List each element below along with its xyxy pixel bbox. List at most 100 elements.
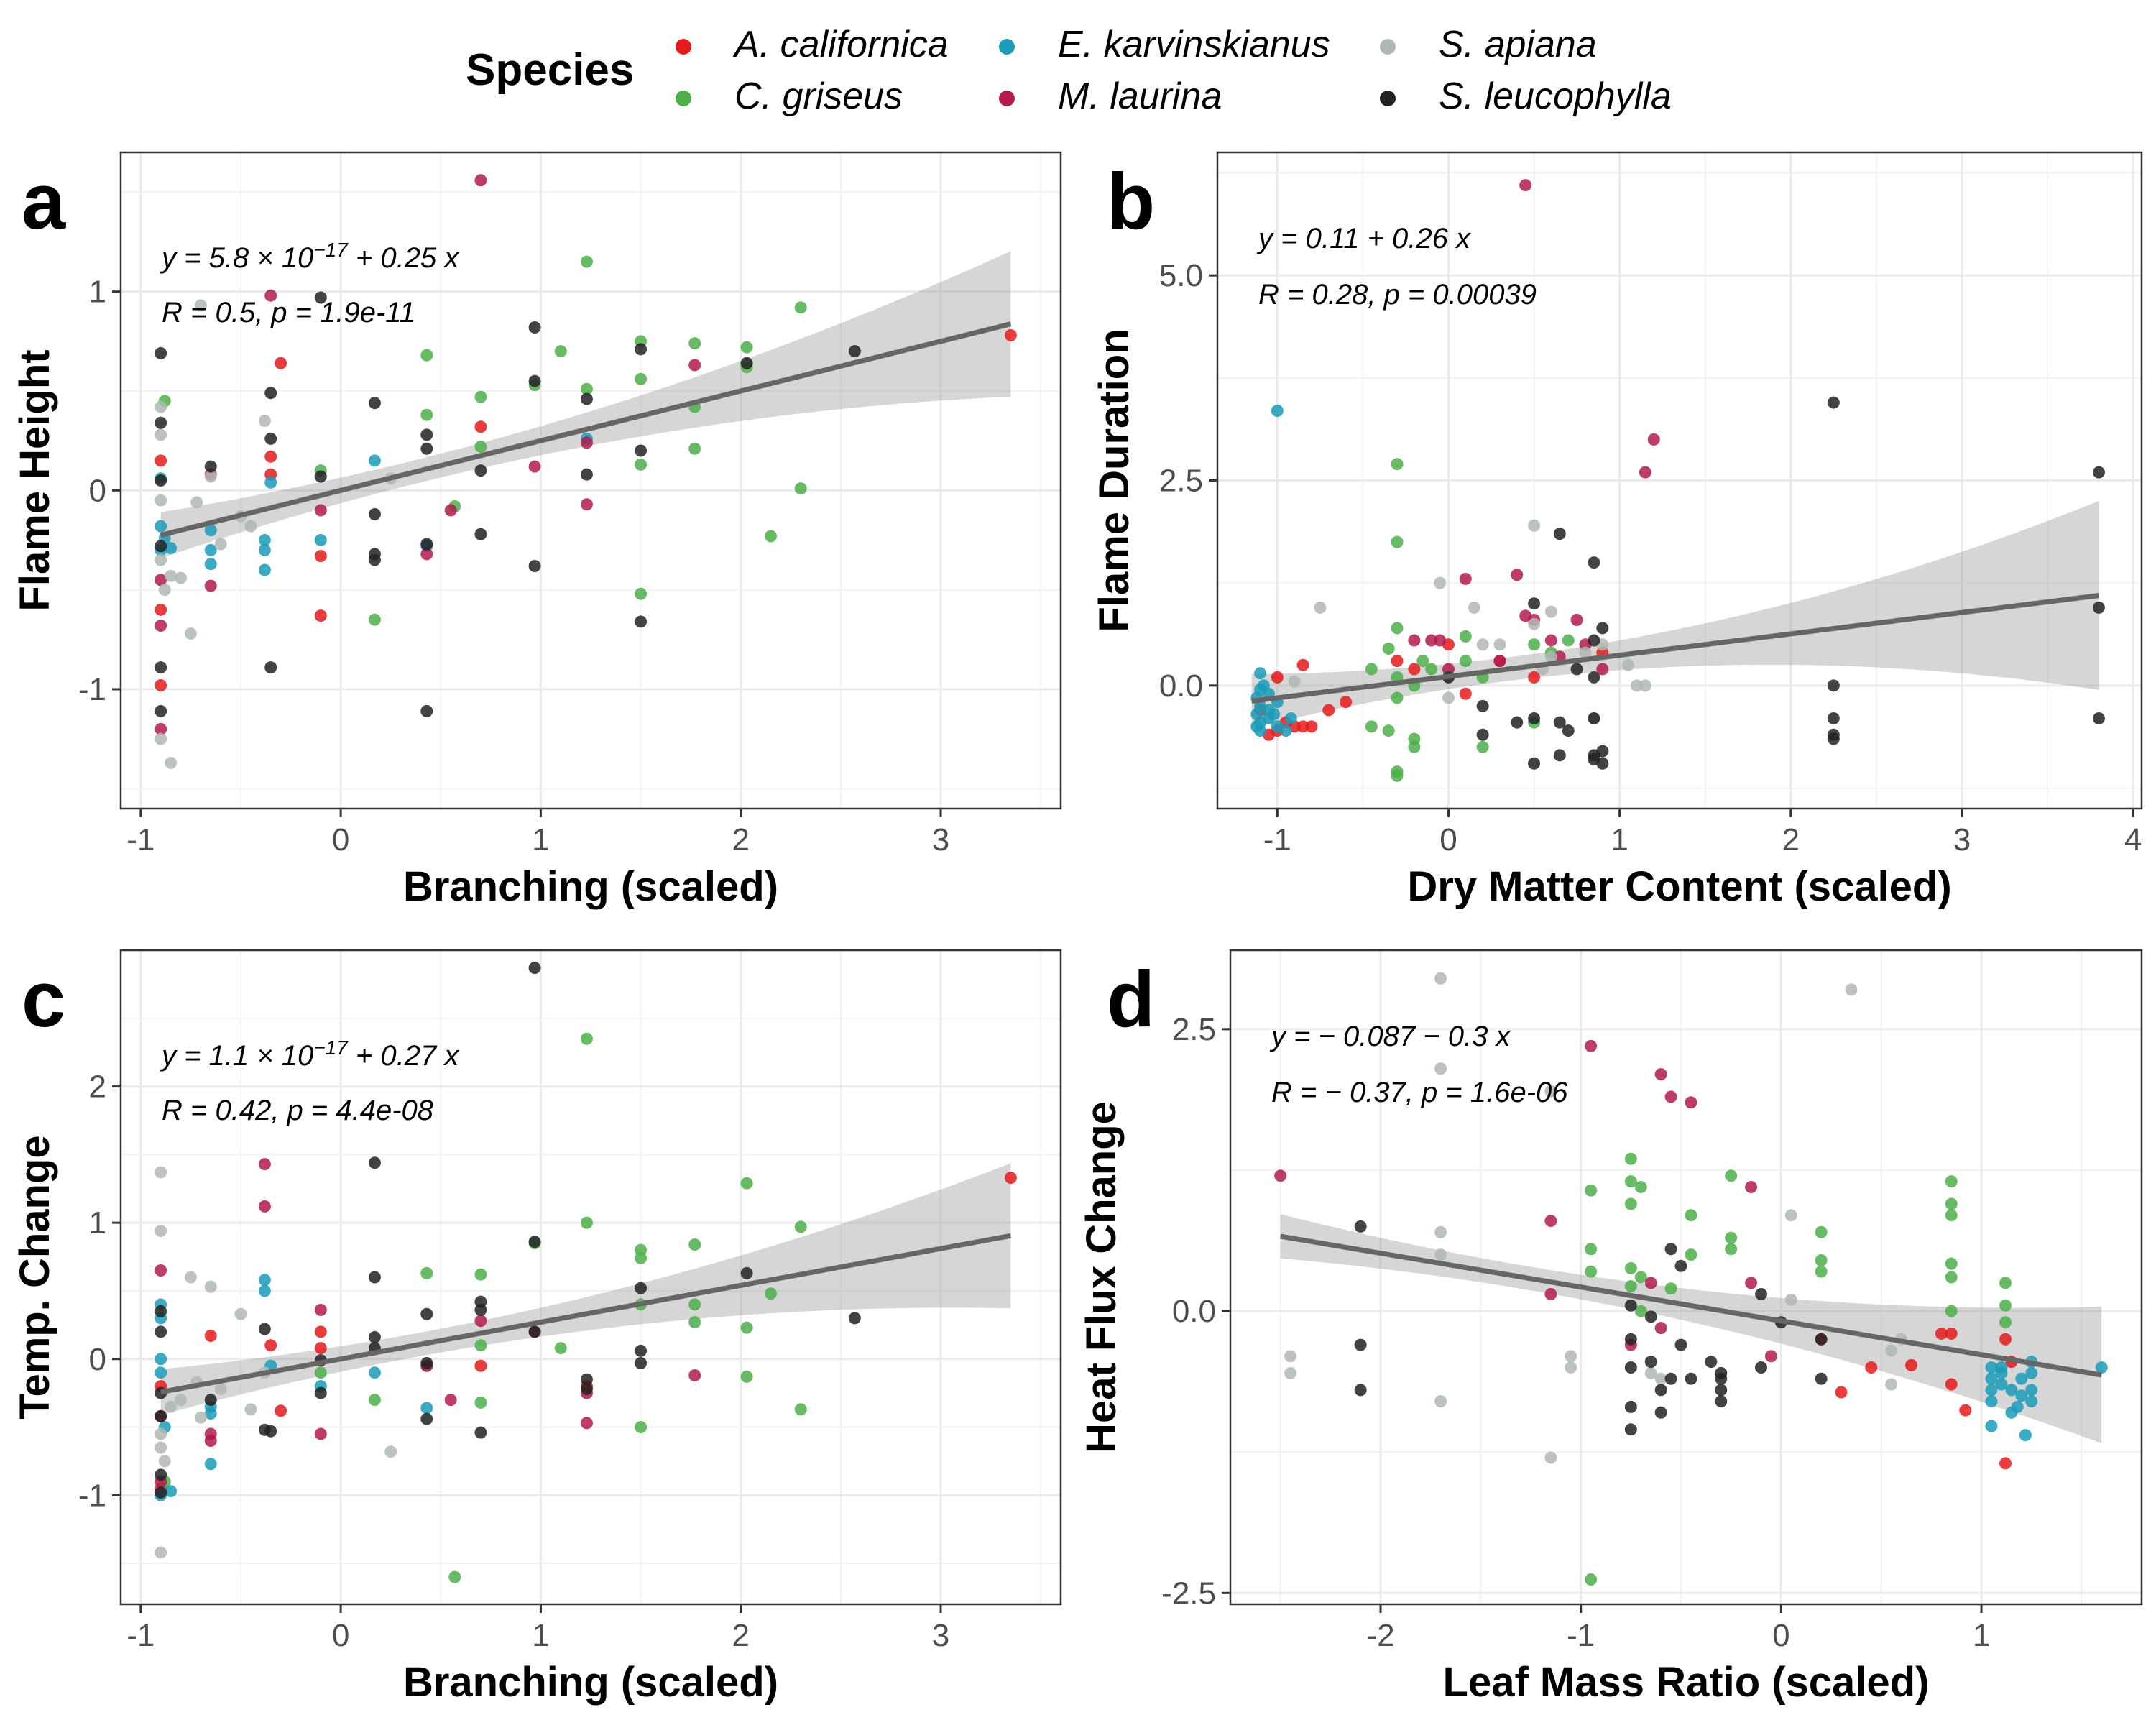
x-tick-label: 1: [1973, 1618, 1990, 1653]
data-point: [204, 1407, 217, 1420]
correlation-stats: R = 0.5, p = 1.9e-11: [162, 297, 415, 328]
x-axis-title: Branching (scaled): [403, 1659, 778, 1706]
data-point: [1755, 1361, 1768, 1374]
data-point: [1365, 720, 1378, 733]
data-point: [1945, 1209, 1958, 1222]
data-point: [1528, 712, 1541, 724]
data-point: [1674, 1338, 1687, 1351]
data-point: [1585, 1265, 1598, 1278]
data-point: [420, 1266, 433, 1279]
data-point: [1664, 1090, 1677, 1103]
data-point: [258, 543, 271, 556]
data-point: [1354, 1338, 1367, 1351]
data-point: [155, 454, 167, 467]
data-point: [1815, 1254, 1828, 1266]
data-point: [1562, 724, 1575, 737]
data-point: [740, 356, 753, 369]
data-point: [1434, 634, 1447, 647]
data-point: [244, 1403, 257, 1416]
data-point: [1274, 1169, 1287, 1182]
legend-swatch: [1380, 91, 1396, 106]
data-point: [190, 496, 203, 509]
data-point: [1815, 1333, 1828, 1346]
data-point: [580, 392, 593, 405]
y-tick-label: 0.0: [1172, 1294, 1216, 1329]
data-point: [155, 494, 167, 507]
data-point: [1885, 1344, 1898, 1357]
legend-label: S. leucophylla: [1439, 75, 1672, 117]
data-point: [155, 474, 167, 487]
data-point: [1493, 638, 1506, 651]
data-point: [204, 579, 217, 592]
data-point: [1382, 724, 1395, 737]
data-point: [194, 1411, 207, 1424]
legend-label: M. laurina: [1058, 75, 1222, 117]
data-point: [528, 321, 541, 334]
y-tick-label: 1: [89, 1205, 106, 1241]
data-point: [1544, 1085, 1557, 1098]
x-tick-label: 2: [732, 822, 749, 857]
legend-swatch: [1380, 39, 1396, 55]
data-point: [2005, 1384, 2018, 1397]
data-point: [635, 1356, 648, 1369]
data-point: [155, 574, 167, 586]
data-point: [474, 1268, 487, 1281]
data-point: [1544, 1451, 1557, 1464]
data-point: [1391, 622, 1404, 635]
regression-equation: y = 1.1 × 10−17 + 0.27 x: [160, 1036, 460, 1072]
data-point: [1296, 658, 1309, 671]
data-point: [848, 1312, 861, 1325]
x-tick-label: 0: [1772, 1618, 1789, 1653]
data-point: [155, 416, 167, 429]
data-point: [204, 1330, 217, 1343]
data-point: [1630, 679, 1643, 692]
data-point: [368, 1330, 381, 1343]
legend-label: E. karvinskianus: [1058, 24, 1330, 65]
legend: Species A. californica C. griseus E. karvi…: [0, 0, 2156, 129]
data-point: [204, 1280, 217, 1293]
data-point: [1999, 1333, 2012, 1346]
data-point: [2025, 1366, 2038, 1379]
data-point: [580, 468, 593, 481]
data-point: [1596, 622, 1609, 635]
panel-border: [119, 949, 1062, 1606]
data-point: [264, 476, 277, 489]
data-point: [155, 1225, 167, 1238]
legend-swatch: [676, 91, 691, 106]
x-axis-title: Leaf Mass Ratio (scaled): [1443, 1659, 1930, 1706]
data-point: [1935, 1327, 1948, 1340]
data-point: [1579, 646, 1592, 659]
panel-a: -1 0 1 2 3 -1 0 1 y = 5.8 × 10−17 + 0.25 x R = 0.…: [11, 151, 1062, 910]
legend-label: S. apiana: [1439, 24, 1597, 65]
data-point: [1624, 1333, 1637, 1346]
data-point: [580, 498, 593, 511]
data-point: [635, 615, 648, 628]
data-point: [1544, 605, 1557, 618]
data-point: [368, 1394, 381, 1407]
data-point: [1596, 757, 1609, 770]
data-point: [528, 1325, 541, 1338]
data-point: [258, 1200, 271, 1213]
x-tick-label: 1: [532, 1618, 549, 1653]
data-point: [1570, 663, 1583, 676]
data-point: [1639, 679, 1651, 692]
data-point: [474, 1339, 487, 1352]
data-point: [1674, 1259, 1687, 1272]
data-point: [368, 508, 381, 521]
data-point: [688, 337, 701, 350]
data-point: [155, 1325, 167, 1338]
data-point: [1685, 1209, 1697, 1222]
data-point: [420, 1412, 433, 1425]
data-point: [1945, 1257, 1958, 1270]
data-point: [244, 520, 257, 533]
data-point: [314, 550, 327, 563]
panel-letter: d: [1107, 955, 1155, 1044]
data-point: [1296, 720, 1309, 733]
data-point: [688, 1316, 701, 1329]
x-axis-title: Branching (scaled): [403, 863, 778, 910]
panel-border: [119, 151, 1062, 810]
data-point: [184, 627, 197, 640]
data-point: [740, 341, 753, 354]
data-point: [1999, 1316, 2012, 1329]
legend-label: A. californica: [734, 24, 949, 65]
